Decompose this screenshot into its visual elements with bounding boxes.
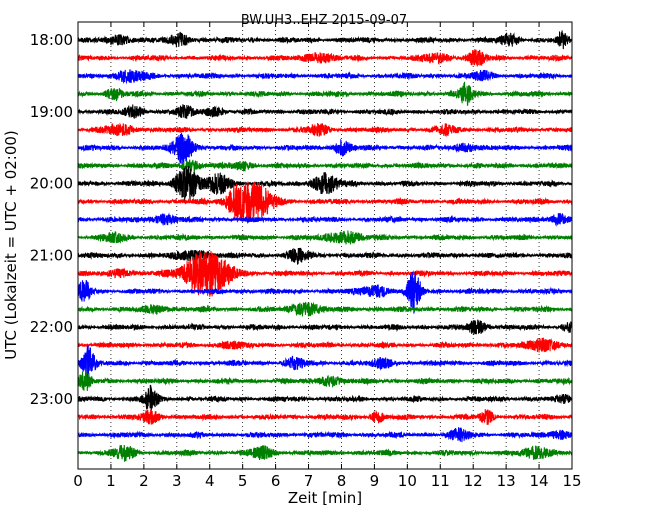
trace-22:30 xyxy=(77,345,573,380)
x-tick-label: 3 xyxy=(172,472,182,490)
trace-21:30 xyxy=(77,271,573,314)
trace-21:45 xyxy=(77,301,573,317)
y-tick-label: 18:00 xyxy=(30,31,73,49)
trace-19:45 xyxy=(77,159,573,174)
x-tick-label: 15 xyxy=(562,472,581,490)
trace-21:00 xyxy=(77,247,573,265)
chart-title: BW.UH3..EHZ 2015-09-07 xyxy=(241,13,407,28)
trace-18:45 xyxy=(77,81,573,106)
plot-frame xyxy=(77,21,573,470)
trace-23:45 xyxy=(77,445,573,462)
trace-20:30 xyxy=(77,212,573,228)
x-tick-label: 2 xyxy=(139,472,149,490)
x-tick-label: 8 xyxy=(337,472,347,490)
trace-19:15 xyxy=(77,122,573,137)
y-tick-label: 21:00 xyxy=(30,246,73,264)
y-tick-label: 20:00 xyxy=(30,175,73,193)
x-tick-label: 10 xyxy=(398,472,417,490)
trace-22:00 xyxy=(77,319,573,335)
trace-22:45 xyxy=(77,370,573,391)
x-axis-label: Zeit [min] xyxy=(288,489,362,507)
x-tick-label: 1 xyxy=(106,472,116,490)
trace-18:00 xyxy=(77,30,573,50)
trace-18:30 xyxy=(77,69,573,85)
y-tick-label: 19:00 xyxy=(30,103,73,121)
trace-23:15 xyxy=(77,409,573,425)
trace-19:30 xyxy=(77,133,573,165)
grid-lines xyxy=(110,22,540,469)
x-tick-label: 5 xyxy=(238,472,248,490)
y-axis-label: UTC (Lokalzeit = UTC + 02:00) xyxy=(2,130,20,360)
x-tick-label: 14 xyxy=(530,472,549,490)
x-tick-label: 4 xyxy=(205,472,215,490)
seismogram-traces xyxy=(77,30,573,462)
x-tick-label: 9 xyxy=(370,472,380,490)
trace-18:15 xyxy=(77,49,573,67)
trace-23:00 xyxy=(77,384,573,411)
trace-20:00 xyxy=(77,165,573,203)
y-axis-ticks: 18:00 19:00 20:00 21:00 22:00 23:00 xyxy=(30,31,572,408)
y-tick-label: 23:00 xyxy=(30,390,73,408)
x-tick-label: 11 xyxy=(431,472,450,490)
trace-19:00 xyxy=(77,104,573,119)
y-tick-label: 22:00 xyxy=(30,318,73,336)
x-axis-ticks: 0 1 2 3 4 5 6 7 8 9 10 11 12 13 14 15 xyxy=(73,22,582,490)
x-tick-label: 7 xyxy=(304,472,314,490)
trace-23:30 xyxy=(77,427,573,443)
trace-20:45 xyxy=(77,230,573,245)
trace-20:15 xyxy=(77,181,573,223)
x-tick-label: 13 xyxy=(497,472,516,490)
x-tick-label: 0 xyxy=(73,472,83,490)
x-tick-label: 6 xyxy=(271,472,281,490)
x-tick-label: 12 xyxy=(464,472,483,490)
trace-21:15 xyxy=(77,251,573,297)
trace-22:15 xyxy=(77,337,573,353)
